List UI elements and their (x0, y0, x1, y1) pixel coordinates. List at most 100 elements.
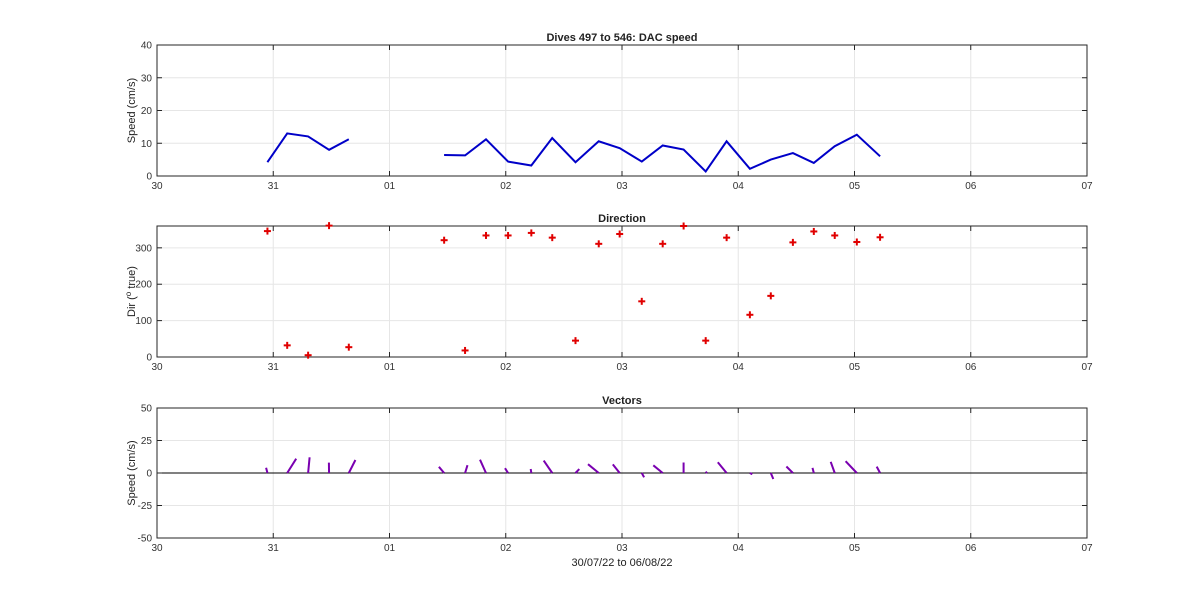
panel-2: 30 31 01 02 03 04 05 06 07 0 100 200 300 Direction Dir… (124, 213, 1093, 373)
y-axis-label: Speed (cm/s) (126, 440, 138, 505)
vector-stick (811, 467, 815, 474)
vector-stick (529, 468, 533, 474)
y-tick-label: 300 (135, 243, 152, 254)
panel-1: 30 31 01 02 03 04 05 06 07 0 10 20 30 40 Dives 497 to … (126, 32, 1093, 192)
x-tick-label: 07 (1081, 362, 1093, 373)
speed-series-line-1 (266, 132, 350, 163)
panel-3: 30 31 01 02 03 04 05 06 07 -50 -25 0 25 50 Vectors Spee… (126, 395, 1093, 554)
direction-point (853, 238, 861, 246)
vector-stick (347, 459, 357, 474)
x-tick-label: 03 (616, 543, 628, 554)
direction-point (789, 238, 797, 246)
direction-point (616, 230, 624, 238)
y-tick-label: 30 (141, 73, 153, 84)
direction-point (595, 240, 603, 248)
x-tick-label: 05 (849, 181, 861, 192)
x-tick-label: 03 (616, 362, 628, 373)
vector-stick (438, 466, 445, 474)
vector-stick (574, 468, 581, 474)
vector-stick (479, 459, 487, 474)
vector-stick (464, 464, 469, 474)
vector-stick (749, 472, 753, 476)
vector-stick (265, 467, 269, 474)
direction-point (504, 231, 512, 239)
panel-title: Direction (598, 213, 646, 225)
y-axis-label: Speed (cm/s) (126, 78, 138, 143)
y-axis-label-prefix: Dir ( (126, 296, 138, 317)
vector-stick (829, 461, 836, 474)
y-tick-label: 0 (146, 353, 152, 364)
x-tick-label: 05 (849, 543, 861, 554)
x-tick-label: 03 (616, 181, 628, 192)
direction-point (461, 346, 469, 354)
y-tick-label: 50 (141, 404, 153, 415)
x-tick-label: 02 (500, 181, 512, 192)
x-tick-label: 31 (268, 543, 280, 554)
vector-stick (640, 472, 645, 478)
vector-stick (307, 457, 311, 474)
x-tick-label: 05 (849, 362, 861, 373)
direction-point (680, 222, 688, 230)
x-axis-label: 30/07/22 to 06/08/22 (572, 557, 673, 569)
x-tick-label: 06 (965, 181, 977, 192)
x-tick-label: 04 (733, 543, 745, 554)
direction-point (831, 231, 839, 239)
direction-point (810, 227, 818, 235)
x-tick-label: 31 (268, 362, 280, 373)
y-tick-label: -25 (138, 501, 153, 512)
direction-point (723, 234, 731, 242)
direction-point (746, 311, 754, 319)
vector-stick (844, 460, 858, 474)
y-tick-label: 40 (141, 41, 153, 52)
panel-title: Dives 497 to 546: DAC speed (546, 32, 697, 44)
y-tick-label: 20 (141, 106, 153, 117)
x-tick-label: 07 (1081, 543, 1093, 554)
vector-stick (769, 472, 775, 480)
x-tick-label: 02 (500, 362, 512, 373)
direction-point (702, 337, 710, 345)
direction-point (304, 351, 312, 359)
vector-stick (785, 465, 794, 474)
vector-stick (504, 467, 509, 474)
x-tick-label: 04 (733, 362, 745, 373)
y-tick-label: 200 (135, 280, 152, 291)
speed-series-line-2 (444, 133, 881, 173)
x-tick-label: 30 (151, 543, 163, 554)
direction-point (345, 343, 353, 351)
x-tick-label: 04 (733, 181, 745, 192)
direction-point (527, 229, 535, 237)
vector-stick (717, 461, 728, 474)
x-tick-label: 06 (965, 543, 977, 554)
direction-point (767, 292, 775, 300)
vector-stick (286, 458, 298, 474)
x-tick-label: 01 (384, 181, 396, 192)
vector-stick (612, 463, 621, 474)
vector-stick (875, 466, 881, 474)
x-tick-label: 01 (384, 543, 396, 554)
vector-stick (652, 464, 664, 474)
panel-title: Vectors (602, 395, 642, 407)
x-tick-label: 01 (384, 362, 396, 373)
direction-point (659, 240, 667, 248)
y-axis-label-sup: o (124, 291, 133, 296)
y-tick-label: -50 (138, 534, 153, 545)
y-tick-label: 10 (141, 139, 153, 150)
direction-point (876, 233, 884, 241)
direction-point (548, 234, 556, 242)
direction-point (440, 236, 448, 244)
direction-point (638, 297, 646, 305)
y-tick-label: 25 (141, 436, 153, 447)
direction-point (325, 222, 333, 230)
x-tick-label: 31 (268, 181, 280, 192)
x-tick-label: 07 (1081, 181, 1093, 192)
vector-stick (704, 470, 708, 474)
y-axis-label: Dir (o true) (124, 266, 139, 317)
direction-point (283, 341, 291, 349)
x-tick-label: 06 (965, 362, 977, 373)
y-tick-label: 0 (146, 469, 152, 480)
direction-point (263, 227, 271, 235)
direction-point (482, 231, 490, 239)
direction-point (572, 337, 579, 345)
y-tick-label: 0 (146, 172, 152, 183)
